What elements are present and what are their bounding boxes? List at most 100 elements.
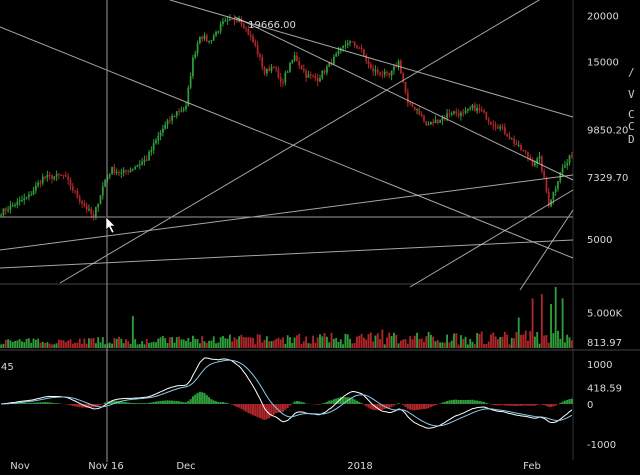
macd-tick-label: 0 <box>587 400 593 411</box>
candle-body <box>21 200 23 202</box>
macd-histogram-bar <box>536 404 539 406</box>
candle-body <box>247 28 250 36</box>
volume-bar <box>471 341 474 348</box>
macd-histogram-bar <box>198 391 201 404</box>
candle-body <box>252 36 254 43</box>
volume-bar <box>501 337 504 348</box>
candle-body <box>254 42 257 46</box>
volume-bar <box>247 337 250 348</box>
macd-histogram-bar <box>37 402 40 404</box>
macd-histogram-bar <box>531 404 534 406</box>
candle-body <box>53 176 56 179</box>
candle-body <box>81 201 83 204</box>
macd-histogram-bar <box>566 399 569 404</box>
volume-bar <box>166 343 169 348</box>
volume-bar <box>62 340 65 348</box>
macd-histogram-bar <box>247 404 250 414</box>
macd-histogram-bar <box>154 401 157 404</box>
volume-bar <box>314 342 317 348</box>
side-letter-5: D <box>628 133 635 146</box>
candle-body <box>76 190 79 198</box>
macd-histogram-bar <box>57 403 60 404</box>
candle-body <box>545 177 548 192</box>
candle-body <box>85 205 88 210</box>
macd-histogram-bar <box>245 404 248 412</box>
macd-histogram-bar <box>80 404 84 408</box>
macd-histogram-bar <box>41 402 44 404</box>
candle-body <box>279 77 282 83</box>
volume-bar <box>450 340 453 348</box>
macd-histogram-bar <box>152 402 155 404</box>
price-tick-label: 20000 <box>587 11 619 22</box>
macd-histogram-bar <box>191 396 194 404</box>
macd-histogram-bar <box>251 404 255 416</box>
candle-body <box>332 56 335 65</box>
volume-bar <box>210 340 213 348</box>
volume-bar <box>552 333 555 348</box>
volume-bar <box>494 336 497 348</box>
candle-body <box>145 159 148 161</box>
volume-bar <box>18 339 21 348</box>
macd-histogram-bar <box>136 403 139 404</box>
macd-histogram-bar <box>284 404 287 410</box>
volume-bar <box>476 332 479 348</box>
candle-body <box>152 143 155 151</box>
candle-body <box>402 73 405 82</box>
candle-body <box>388 72 391 76</box>
macd-histogram-bar <box>263 404 266 420</box>
macd-histogram-bar <box>184 402 188 404</box>
candle-body <box>423 116 425 122</box>
macd-histogram-bar <box>547 404 550 408</box>
candle-body <box>189 76 192 88</box>
candle-body <box>393 66 395 71</box>
macd-histogram-bar <box>298 401 301 404</box>
candle-body <box>386 71 388 73</box>
macd-histogram-bar <box>568 399 571 404</box>
volume-bar <box>383 344 386 348</box>
candle-body <box>122 169 125 173</box>
macd-histogram-bar <box>16 403 19 404</box>
macd-histogram-bar <box>275 404 278 414</box>
volume-bar <box>145 339 148 348</box>
volume-bar <box>515 332 518 348</box>
peak-price-annotation: 19666.00 <box>248 20 296 31</box>
volume-bar <box>305 336 308 348</box>
candle-body <box>319 78 321 82</box>
candle-body <box>71 186 74 191</box>
volume-bar <box>185 340 187 348</box>
macd-histogram-bar <box>545 404 548 407</box>
macd-histogram-bar <box>205 395 208 404</box>
volume-bar <box>265 336 268 348</box>
volume-bar <box>390 335 393 348</box>
x-tick-label: Feb <box>523 461 541 472</box>
macd-histogram-bar <box>328 400 331 404</box>
candle-body <box>312 75 314 77</box>
volume-bar <box>217 342 220 348</box>
volume-bar <box>557 330 559 348</box>
volume-bar <box>205 342 208 348</box>
macd-histogram-bar <box>99 404 102 405</box>
volume-bar <box>97 337 100 348</box>
volume-bar <box>120 338 123 348</box>
candle-body <box>291 60 294 63</box>
volume-bar <box>268 341 271 348</box>
candle-body <box>120 172 123 174</box>
volume-bar <box>538 343 541 348</box>
candle-body <box>543 171 545 178</box>
volume-bar <box>157 338 160 348</box>
candle-body <box>2 208 5 215</box>
macd-histogram-bar <box>157 401 160 404</box>
volume-bar <box>41 341 44 348</box>
volume-bar <box>487 341 490 348</box>
candle-body <box>166 120 169 125</box>
macd-histogram-bar <box>189 399 192 404</box>
candle-body <box>490 121 492 125</box>
candle-body <box>115 172 118 174</box>
candle-body <box>547 191 550 207</box>
candle-body <box>446 113 448 118</box>
candle-body <box>224 20 227 22</box>
macd-histogram-bar <box>242 404 245 411</box>
volume-bar <box>286 335 289 348</box>
macd-histogram-bar <box>325 401 328 404</box>
